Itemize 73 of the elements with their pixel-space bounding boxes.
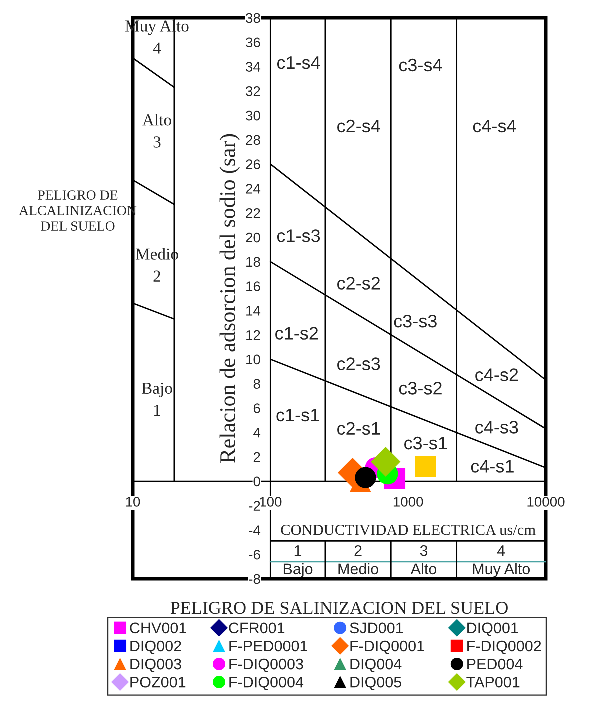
legend-label: DIQ001 (468, 622, 518, 636)
x-tick-label: 1000 (394, 497, 424, 507)
annotation: c3-s4 (399, 58, 442, 72)
annotation: c2-s4 (338, 120, 380, 133)
y-tick-label: 0 (254, 476, 260, 487)
legend-label: SJD001 (350, 622, 404, 634)
y-tick-label: 28 (246, 135, 260, 146)
x-axis-title: PELIGRO DE SALINIZACION DEL SUELO (170, 602, 508, 614)
y-tick-label: 26 (246, 160, 260, 170)
annotation: Medio (338, 563, 378, 575)
annotation: 1 (294, 546, 302, 556)
annotation: 2 (354, 545, 362, 556)
annotation: c3-s2 (399, 382, 442, 395)
x-tick-label: 100 (260, 497, 282, 507)
y-tick-label: -6 (249, 550, 260, 560)
y-tick-label: 2 (254, 452, 260, 462)
y-tick-label: 34 (246, 62, 261, 72)
legend-label: CHV001 (130, 622, 186, 634)
annotation: c2-s1 (338, 422, 380, 436)
y-tick-label: 4 (254, 428, 261, 438)
legend-label: POZ001 (130, 676, 186, 688)
annotation: Alto 3 (142, 114, 172, 148)
legend-label: F-DIQ0002 (468, 640, 542, 654)
annotation: c1-s3 (277, 230, 320, 242)
annotation: c4-s2 (476, 368, 518, 382)
annotation: c2-s2 (338, 277, 380, 290)
y-tick-label: 8 (254, 379, 260, 390)
annotation: 3 (420, 545, 428, 556)
y-tick-label: 38 (246, 13, 260, 24)
legend-label: F-DIQ0004 (230, 676, 304, 690)
annotation: c1-s2 (276, 327, 318, 340)
annotation: 4 (497, 546, 506, 556)
y-tick-label: 18 (246, 257, 260, 268)
annotation: Bajo (284, 563, 313, 578)
y-tick-label: 10 (246, 354, 260, 365)
y-tick-label: -2 (249, 501, 260, 511)
legend-label: DIQ003 (130, 658, 182, 672)
y-axis-title: Relacion de adsorcion del sodio (sar) (220, 134, 240, 463)
y-tick-label: 22 (246, 208, 260, 218)
legend-label: DIQ002 (130, 640, 182, 654)
annotation: Bajo 1 (142, 382, 172, 416)
annotation: Muy Alto (473, 563, 530, 578)
y-tick-label: 30 (246, 110, 260, 121)
legend-label: DIQ005 (350, 676, 402, 690)
legend-label: F-PED0001 (230, 640, 308, 652)
legend-label: F-DIQ0001 (350, 640, 424, 654)
annotation: c4-s4 (473, 120, 516, 133)
y-tick-label: 20 (246, 232, 260, 243)
annotation: CONDUCTIVIDAD ELECTRICA us/cm (281, 524, 536, 536)
legend-label: CFR001 (229, 622, 285, 634)
legend-label: TAP001 (466, 676, 520, 688)
y-tick-label: 14 (246, 306, 261, 316)
annotation: c1-s1 (276, 409, 320, 422)
annotation: c3-s3 (394, 314, 437, 328)
y-tick-label: 32 (246, 86, 260, 96)
x-tick-label: 10 (126, 497, 140, 507)
x-tick-label: 10000 (528, 497, 565, 507)
legend-label: DIQ004 (350, 658, 402, 672)
y-tick-label: -4 (249, 526, 261, 536)
legend-label: F-DIQ0003 (230, 658, 304, 672)
annotation: Alto (410, 563, 437, 575)
y-tick-label: 24 (246, 184, 261, 194)
annotation: c4-s3 (476, 421, 518, 434)
y-tick-label: 12 (246, 330, 260, 340)
annotation: c2-s3 (338, 358, 380, 370)
y-tick-label: 36 (246, 38, 260, 48)
y-tick-label: 16 (246, 282, 260, 292)
annotation: c4-s1 (471, 460, 514, 473)
annotation: c1-s4 (277, 56, 320, 70)
y-tick-label: -8 (249, 574, 260, 584)
y-tick-label: 6 (254, 404, 260, 414)
annotation: c3-s1 (404, 436, 448, 450)
legend-label: PED004 (468, 658, 523, 670)
